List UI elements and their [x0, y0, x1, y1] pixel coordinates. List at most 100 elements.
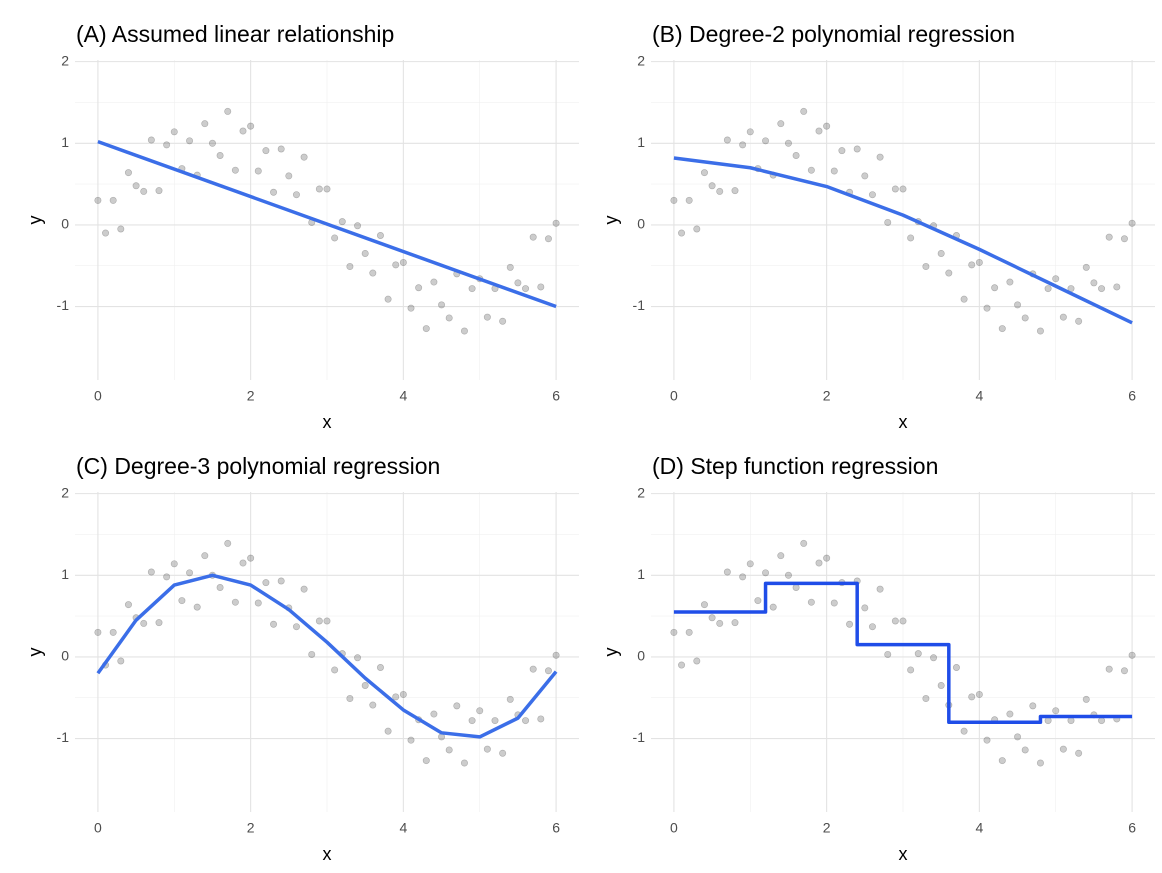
y-tick-label: 0	[61, 648, 69, 664]
data-point	[460, 327, 468, 335]
data-point	[163, 573, 171, 581]
data-point	[178, 597, 186, 605]
data-point	[670, 628, 678, 636]
data-point	[346, 695, 354, 703]
data-point	[983, 304, 991, 312]
y-tick-label: -1	[57, 297, 70, 313]
x-tick-label: 0	[670, 388, 678, 404]
data-point	[522, 717, 530, 725]
fit-line	[673, 581, 1133, 724]
data-point	[468, 717, 476, 725]
data-point	[514, 279, 522, 287]
data-point	[899, 617, 907, 625]
data-point	[723, 568, 731, 576]
data-point	[1128, 651, 1136, 659]
data-point	[537, 283, 545, 291]
data-point	[262, 147, 270, 155]
data-point	[700, 601, 708, 609]
data-point	[1067, 717, 1075, 725]
data-point	[1082, 695, 1090, 703]
data-point	[483, 313, 491, 321]
data-point	[876, 585, 884, 593]
data-point	[762, 569, 770, 577]
y-tick-label: -1	[633, 297, 646, 313]
data-point	[277, 577, 285, 585]
data-point	[193, 603, 201, 611]
data-point	[239, 559, 247, 567]
data-point	[830, 167, 838, 175]
y-tick-label: 0	[637, 648, 645, 664]
data-point	[438, 301, 446, 309]
data-point	[453, 702, 461, 710]
data-point	[338, 218, 346, 226]
data-point	[1036, 327, 1044, 335]
data-point	[170, 128, 178, 136]
x-axis-label: x	[899, 844, 908, 864]
data-point	[1105, 233, 1113, 241]
data-point	[685, 628, 693, 636]
data-point	[415, 284, 423, 292]
data-point	[323, 617, 331, 625]
data-point	[746, 560, 754, 568]
x-tick-label: 6	[1128, 388, 1136, 404]
data-point	[376, 232, 384, 240]
data-point	[1059, 745, 1067, 753]
data-point	[216, 584, 224, 592]
data-point	[884, 650, 892, 658]
data-point	[1052, 275, 1060, 283]
x-axis-label: x	[899, 412, 908, 432]
data-point	[544, 235, 552, 243]
data-point	[277, 145, 285, 153]
data-point	[155, 187, 163, 195]
data-point	[155, 619, 163, 627]
data-point	[991, 284, 999, 292]
data-point	[430, 710, 438, 718]
data-point	[899, 185, 907, 193]
data-point	[384, 295, 392, 303]
data-point	[483, 745, 491, 753]
fit-line	[96, 573, 558, 739]
data-point	[529, 233, 537, 241]
data-point	[117, 225, 125, 233]
data-point	[231, 598, 239, 606]
data-point	[140, 187, 148, 195]
data-point	[998, 757, 1006, 765]
data-point	[247, 122, 255, 130]
data-point	[830, 599, 838, 607]
data-point	[292, 623, 300, 631]
data-point	[109, 628, 117, 636]
data-point	[968, 261, 976, 269]
data-point	[792, 584, 800, 592]
data-point	[1029, 702, 1037, 710]
data-point	[1021, 314, 1029, 322]
data-point	[163, 141, 171, 149]
data-point	[254, 599, 262, 607]
data-point	[262, 579, 270, 587]
x-tick-label: 6	[552, 388, 560, 404]
data-point	[224, 539, 232, 547]
data-point	[506, 263, 514, 271]
data-point	[552, 219, 560, 227]
data-point	[354, 654, 362, 662]
data-point	[147, 568, 155, 576]
data-point	[552, 651, 560, 659]
x-tick-label: 4	[975, 388, 983, 404]
data-point	[407, 736, 415, 744]
data-point	[186, 137, 194, 145]
data-point	[186, 569, 194, 577]
data-point	[102, 229, 110, 237]
data-point	[968, 693, 976, 701]
y-tick-label: 1	[637, 566, 645, 582]
data-point	[399, 258, 407, 266]
panel-title: (A) Assumed linear relationship	[76, 21, 394, 47]
y-tick-label: 0	[61, 216, 69, 232]
data-point	[1006, 278, 1014, 286]
data-point	[937, 249, 945, 257]
data-point	[700, 169, 708, 177]
data-point	[891, 185, 899, 193]
data-point	[331, 234, 339, 242]
panel-title: (B) Degree-2 polynomial regression	[652, 21, 1015, 47]
data-point	[506, 695, 514, 703]
panel-title: (C) Degree-3 polynomial regression	[76, 453, 440, 479]
